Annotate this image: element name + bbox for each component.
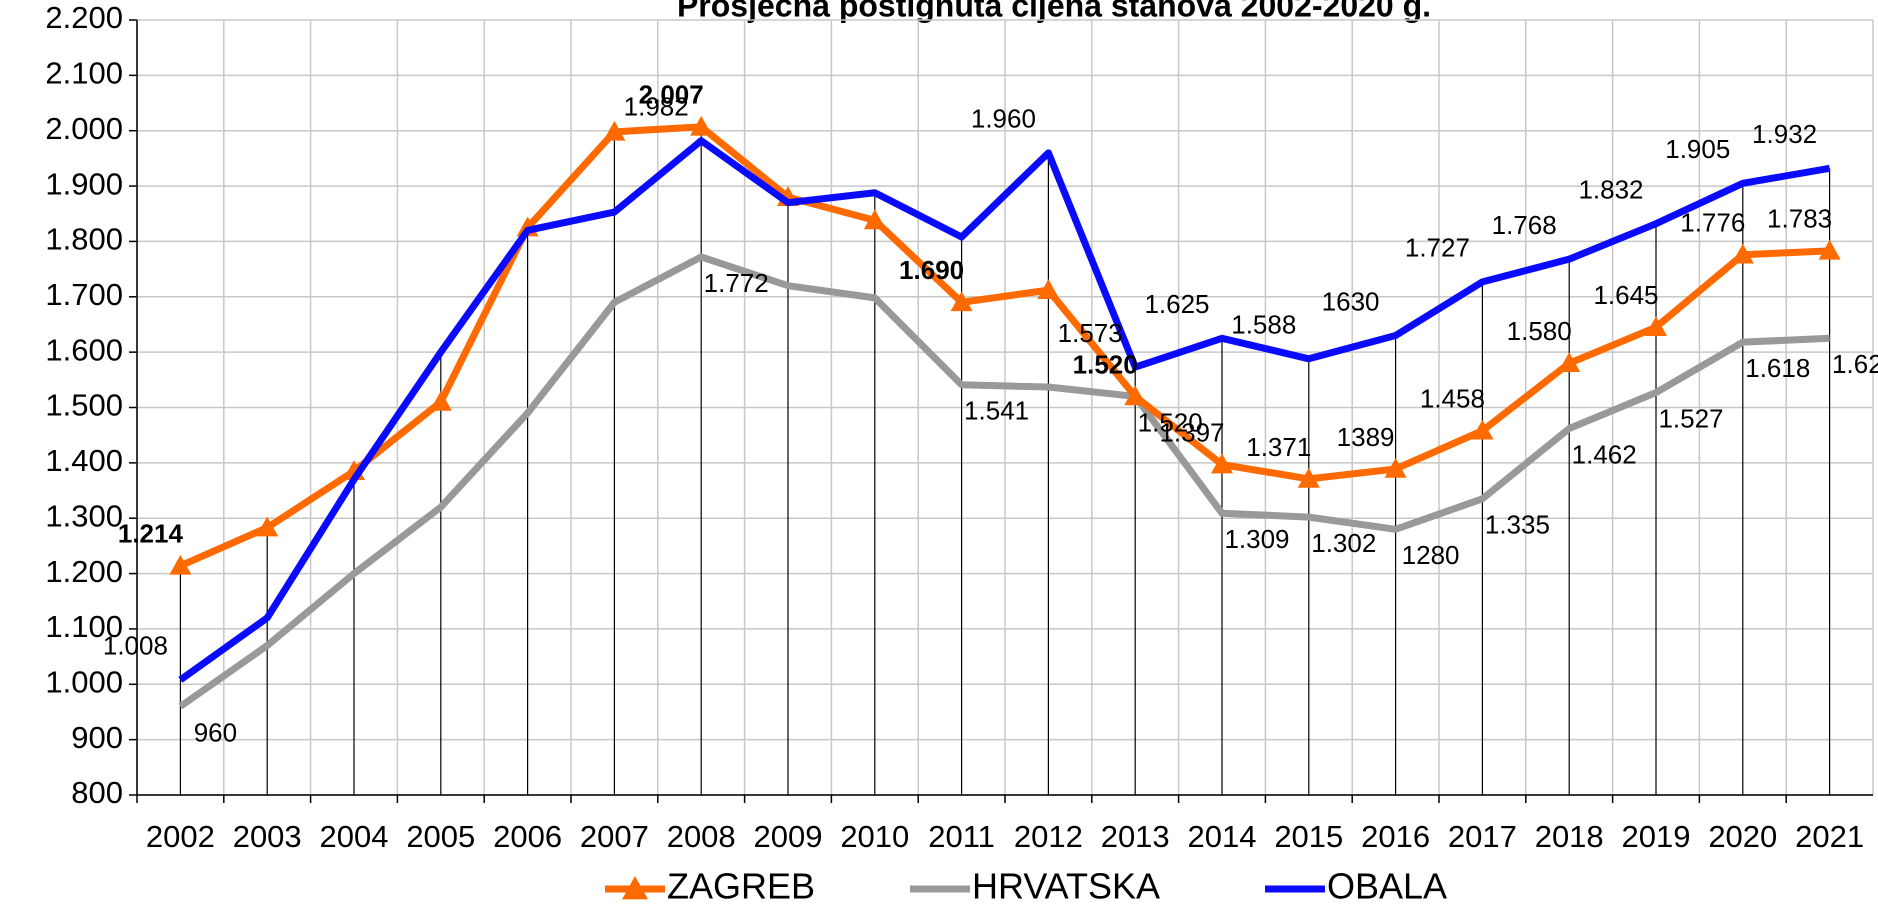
point-marker <box>169 554 192 575</box>
legend-label: HRVATSKA <box>972 866 1160 907</box>
x-tick-label: 2010 <box>840 819 909 854</box>
y-tick-label: 2.100 <box>45 56 123 91</box>
data-label: 1389 <box>1337 422 1395 452</box>
point-marker <box>690 115 713 136</box>
point-marker <box>1124 385 1147 406</box>
data-label: 1.905 <box>1665 134 1730 164</box>
data-label: 1.527 <box>1658 403 1723 433</box>
x-tick-label: 2009 <box>754 819 823 854</box>
data-label: 1.783 <box>1767 204 1832 234</box>
data-label: 1.588 <box>1231 310 1296 340</box>
y-tick-label: 1.900 <box>45 166 123 201</box>
data-label: 1.309 <box>1224 524 1289 554</box>
y-tick-label: 1.000 <box>45 664 123 699</box>
data-label: 1.772 <box>704 268 769 298</box>
y-tick-label: 1.100 <box>45 609 123 644</box>
data-label: 1.371 <box>1246 432 1311 462</box>
data-label: 1.625 <box>1144 289 1209 319</box>
data-label: 1.335 <box>1485 510 1550 540</box>
series-line <box>178 137 1831 683</box>
data-label: 1.397 <box>1159 417 1224 447</box>
data-label: 1.520 <box>1073 349 1138 379</box>
y-tick-label: 800 <box>71 775 123 810</box>
data-label: 1.690 <box>899 255 964 285</box>
x-tick-label: 2007 <box>580 819 649 854</box>
point-marker <box>950 291 973 312</box>
point-marker <box>1818 239 1841 260</box>
legend-label: OBALA <box>1327 866 1447 907</box>
data-label: 1.832 <box>1578 175 1643 205</box>
x-tick-label: 2016 <box>1361 819 1430 854</box>
x-tick-label: 2003 <box>233 819 302 854</box>
x-tick-label: 2014 <box>1188 819 1257 854</box>
point-marker <box>1558 352 1581 373</box>
data-label: 1630 <box>1322 286 1380 316</box>
x-tick-label: 2011 <box>928 819 995 854</box>
data-label: 1.302 <box>1311 528 1376 558</box>
data-label: 1.541 <box>964 396 1029 426</box>
x-tick-label: 2021 <box>1795 819 1864 854</box>
series-line <box>178 253 1830 710</box>
data-label: 1.645 <box>1593 280 1658 310</box>
point-marker <box>1384 457 1407 478</box>
data-label: 1.625 <box>1832 349 1878 379</box>
x-tick-label: 2020 <box>1708 819 1777 854</box>
data-label: 1.960 <box>971 104 1036 134</box>
y-tick-label: 2.200 <box>45 0 123 35</box>
x-tick-label: 2008 <box>667 819 736 854</box>
data-label: 1.214 <box>118 519 184 549</box>
point-marker <box>1471 419 1494 440</box>
x-tick-label: 2012 <box>1014 819 1083 854</box>
x-tick-label: 2006 <box>493 819 562 854</box>
point-marker <box>603 120 626 141</box>
legend-marker <box>622 876 648 900</box>
data-label: 1280 <box>1402 540 1460 570</box>
y-tick-label: 1.700 <box>45 277 123 312</box>
point-marker <box>1037 279 1060 299</box>
y-tick-label: 1.400 <box>45 443 123 478</box>
x-tick-label: 2004 <box>320 819 389 854</box>
data-label: 1.932 <box>1752 119 1817 149</box>
x-tick-label: 2017 <box>1448 819 1517 854</box>
point-marker <box>863 209 886 230</box>
y-tick-label: 900 <box>71 720 123 755</box>
chart-title: Prosječna postignuta cijena stanova 2002… <box>677 0 1431 23</box>
point-marker <box>1731 243 1754 264</box>
y-tick-label: 1.200 <box>45 554 123 589</box>
data-label: 1.776 <box>1680 208 1745 238</box>
x-tick-label: 2013 <box>1101 819 1170 854</box>
x-tick-label: 2002 <box>146 819 215 854</box>
data-label: 960 <box>194 717 237 747</box>
point-marker <box>1211 453 1233 474</box>
legend-label: ZAGREB <box>667 866 815 907</box>
y-tick-label: 1.800 <box>45 222 123 257</box>
data-label: 1.008 <box>103 631 168 661</box>
y-tick-label: 1.500 <box>45 388 123 423</box>
y-tick-label: 1.600 <box>45 332 123 367</box>
x-tick-label: 2019 <box>1622 819 1691 854</box>
data-label: 1.573 <box>1058 318 1123 348</box>
x-tick-label: 2005 <box>406 819 475 854</box>
point-marker <box>429 390 452 411</box>
data-label: 1.458 <box>1420 384 1485 414</box>
data-label: 1.580 <box>1507 316 1572 346</box>
y-tick-label: 2.000 <box>45 111 123 146</box>
data-label: 2.007 <box>639 80 704 110</box>
data-label: 1.727 <box>1405 233 1470 263</box>
x-tick-label: 2015 <box>1274 819 1343 854</box>
point-marker <box>1297 467 1320 488</box>
data-label: 1.982 <box>624 92 689 122</box>
data-label: 1.520 <box>1138 407 1203 437</box>
data-label: 1.768 <box>1492 210 1557 240</box>
x-tick-label: 2018 <box>1535 819 1604 854</box>
series-line <box>178 123 1830 570</box>
y-tick-label: 1.300 <box>45 498 123 533</box>
data-label: 1.462 <box>1572 439 1637 469</box>
point-marker <box>256 516 279 537</box>
data-label: 1.618 <box>1745 353 1810 383</box>
point-marker <box>1645 316 1667 337</box>
